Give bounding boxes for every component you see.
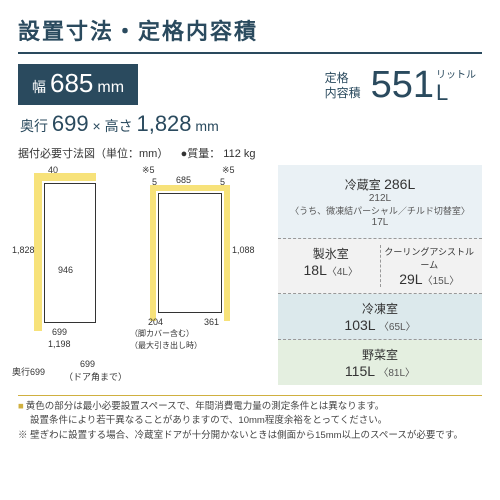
bullet-icon: ■ — [18, 401, 24, 412]
dim-drawer: （最大引き出し時） — [130, 340, 202, 351]
comp-veg: 野菜室 115L 〈81L〉 — [278, 340, 482, 385]
dim-depthlabel: 奥行699 — [12, 365, 45, 378]
dim-g5a: 5 — [152, 177, 157, 187]
top-row: 幅 685 mm 定格 内容積 551 リットル L — [18, 64, 482, 107]
cap-label-1: 定格 — [325, 71, 349, 85]
freezer-inner: 〈65L〉 — [379, 322, 416, 333]
cool-val: 29L — [399, 271, 422, 287]
spec-line: 据付必要寸法図（単位：mm） ●質量： 112 kg — [18, 145, 482, 161]
fridge-sub1: 212L — [282, 193, 478, 204]
dim-204: 204 — [148, 317, 163, 327]
compartments-table: 冷蔵室 286L 212L 〈うち、微凍結パーシャル／チルド切替室〉 17L 製… — [278, 165, 482, 385]
page-title: 設置寸法・定格内容積 — [18, 14, 482, 46]
capacity-label: 定格 内容積 — [325, 71, 361, 100]
freezer-val: 103L — [344, 317, 375, 333]
ice-val: 18L — [304, 262, 327, 278]
comp-ice: 製氷室 18L〈4L〉 — [282, 245, 381, 287]
depth-height-line: 奥行 699 × 高さ 1,828 mm — [20, 111, 482, 137]
mass-value: 112 kg — [223, 148, 255, 160]
width-value: 685 — [50, 68, 93, 99]
capacity-block: 定格 内容積 551 リットル L — [325, 64, 476, 107]
dim-g5b: 5 — [220, 177, 225, 187]
yellow-clearance-right — [150, 185, 230, 321]
width-unit: mm — [97, 79, 124, 97]
footnote-2: 設置条件により若干異なることがありますので、10mm程度余裕をとってください。 — [18, 414, 482, 428]
dim-s5l: ※5 — [142, 165, 155, 176]
fridge-sub2: 〈うち、微凍結パーシャル／チルド切替室〉 — [282, 204, 478, 217]
cool-inner: 〈15L〉 — [423, 276, 460, 287]
dim-946: 946 — [58, 265, 73, 275]
fridge-sub3: 17L — [282, 217, 478, 228]
dh-height: 1,828 — [136, 111, 191, 136]
dim-doornote2: （ドア角まで） — [64, 370, 127, 383]
mass-label: ●質量： — [181, 148, 221, 160]
dim-361: 361 — [204, 317, 219, 327]
dh-unit: mm — [195, 118, 218, 134]
comp-fridge: 冷蔵室 286L 212L 〈うち、微凍結パーシャル／チルド切替室〉 17L — [278, 165, 482, 239]
ice-inner: 〈4L〉 — [327, 267, 358, 278]
dimension-diagrams: 40 1,828 946 699 1,198 奥行699 699 （ドア角まで）… — [18, 165, 268, 385]
freezer-name: 冷凍室 — [362, 302, 398, 316]
width-badge: 幅 685 mm — [18, 64, 138, 105]
cap-label-2: 内容積 — [325, 86, 361, 100]
dim-s5r: ※5 — [222, 165, 235, 176]
cap-unit-L: L — [436, 81, 476, 105]
mid-section: 40 1,828 946 699 1,198 奥行699 699 （ドア角まで）… — [18, 165, 482, 385]
dim-footnote: （脚カバー含む） — [130, 328, 194, 339]
width-label: 幅 — [32, 77, 46, 97]
dim-doornote1: 699 — [80, 359, 95, 369]
yellow-clearance-left — [34, 173, 96, 331]
dim-40: 40 — [48, 165, 58, 175]
cool-name: クーリングアシストルーム — [381, 245, 479, 271]
dim-1088: 1,088 — [232, 245, 255, 255]
comp-cooling: クーリングアシストルーム 29L〈15L〉 — [381, 245, 479, 287]
comp-freezer: 冷凍室 103L 〈65L〉 — [278, 294, 482, 340]
accent-line — [18, 52, 482, 54]
dim-1198: 1,198 — [48, 339, 71, 349]
dh-prefix: 奥行 — [20, 118, 48, 134]
dh-depth: 699 — [52, 111, 89, 136]
veg-val: 115L — [345, 363, 375, 379]
capacity-value: 551 リットル L — [371, 64, 476, 107]
dim-699a: 699 — [52, 327, 67, 337]
ice-name: 製氷室 — [282, 245, 380, 262]
comp-ice-row: 製氷室 18L〈4L〉 クーリングアシストルーム 29L〈15L〉 — [278, 239, 482, 294]
veg-name: 野菜室 — [362, 348, 398, 362]
footnote-1: 黄色の部分は最小必要設置スペースで、年間消費電力量の測定条件とは異なります。 — [26, 401, 385, 412]
dh-mid: × 高さ — [93, 118, 133, 134]
dim-1828: 1,828 — [12, 245, 35, 255]
cap-unit: リットル L — [436, 70, 476, 105]
drawing-label: 据付必要寸法図（単位：mm） — [18, 148, 168, 160]
fridge-name: 冷蔵室 — [345, 178, 381, 192]
cap-num: 551 — [371, 64, 434, 107]
footnote-3: ※ 壁ぎわに設置する場合、冷蔵室ドアが十分開かないときは側面から15mm以上のス… — [18, 429, 482, 443]
veg-inner: 〈81L〉 — [378, 368, 415, 379]
fridge-val: 286L — [384, 176, 415, 192]
dim-685: 685 — [176, 175, 191, 185]
footnotes: ■黄色の部分は最小必要設置スペースで、年間消費電力量の測定条件とは異なります。 … — [18, 395, 482, 443]
